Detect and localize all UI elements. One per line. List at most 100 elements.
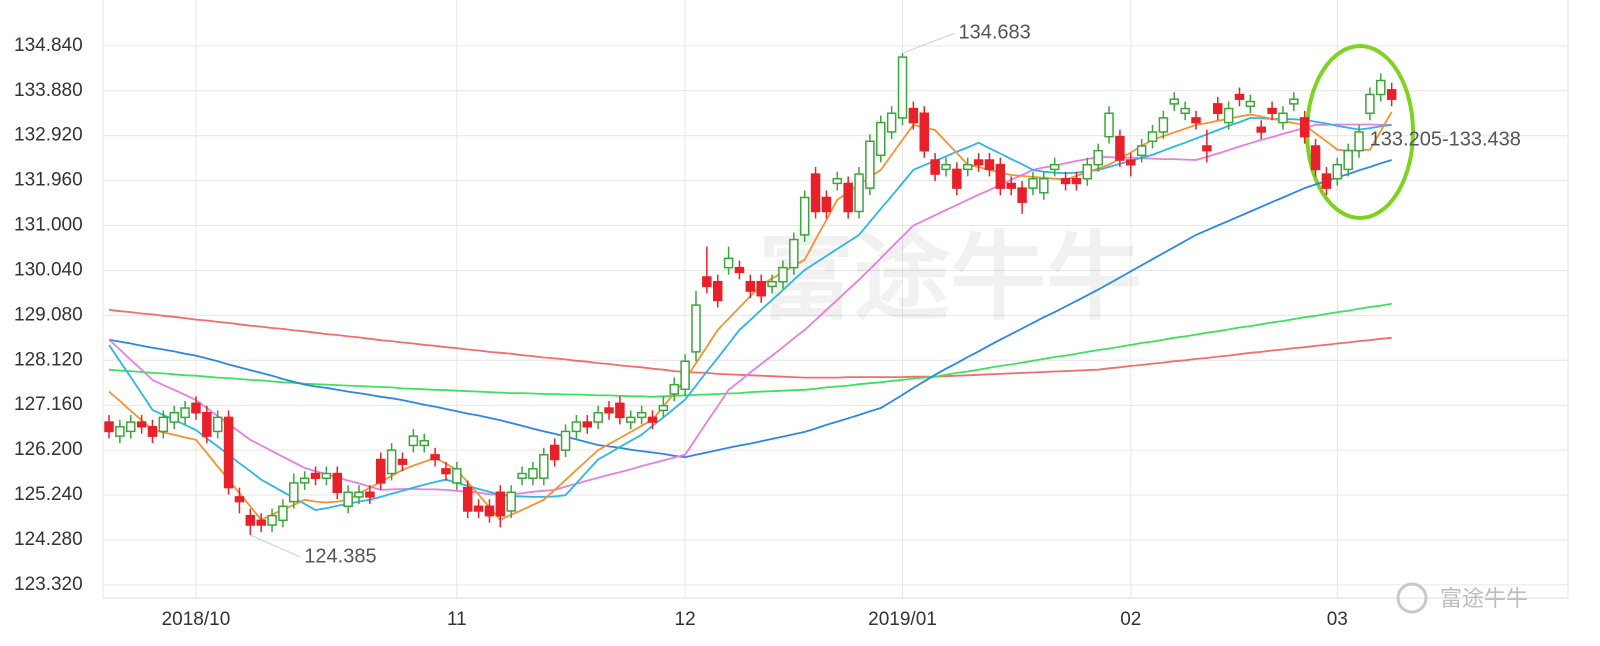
candle-body (647, 416, 658, 423)
candle-body (1060, 177, 1071, 185)
candle-body (1158, 117, 1169, 133)
ma-line (108, 159, 1392, 459)
candle-body (636, 411, 647, 419)
candle-body (1310, 145, 1321, 171)
ma-line (108, 116, 1392, 511)
candle-body (810, 173, 821, 213)
y-tick-label: 134.840 (14, 35, 83, 56)
brand-icon (1396, 582, 1428, 614)
candle-body (571, 421, 582, 433)
candle-body (506, 491, 516, 512)
candle-body (1332, 163, 1343, 180)
candle-body (1191, 117, 1201, 124)
plot (104, 53, 1397, 536)
candle-body (310, 472, 321, 479)
candle-body (691, 304, 701, 353)
candle-body (1136, 145, 1147, 157)
candle-body (1223, 107, 1234, 124)
candle-body (430, 454, 440, 461)
candle-body (843, 182, 853, 213)
y-tick-label: 130.040 (14, 259, 83, 280)
candle-body (299, 477, 310, 484)
candle-body (593, 411, 603, 423)
candle-body (1212, 103, 1223, 114)
candle-body (886, 112, 897, 133)
annotation: 134.683 (959, 21, 1031, 43)
x-tick-label: 12 (675, 609, 696, 630)
candle-body (158, 416, 169, 433)
candle-body (104, 421, 114, 433)
x-tick-label: 2019/01 (868, 609, 937, 630)
ma-line (108, 302, 1392, 398)
candle-body (419, 440, 429, 447)
candle-body (941, 163, 951, 171)
candle-body (376, 458, 386, 484)
candle-body (1006, 182, 1016, 189)
candle-body (365, 491, 375, 498)
candle-body (539, 454, 549, 479)
y-tick-label: 129.080 (14, 304, 83, 325)
candle-body (799, 196, 810, 236)
candle-body (582, 421, 593, 428)
candle-body (854, 173, 864, 213)
y-tick-label: 127.160 (14, 394, 83, 415)
candle-body (995, 163, 1006, 189)
candle-body (962, 163, 973, 171)
candle-body (495, 491, 506, 517)
candle-body (658, 404, 669, 412)
candle-body (136, 421, 147, 428)
candle-body (321, 472, 332, 479)
candle-body (169, 411, 179, 423)
candle-body (789, 238, 799, 269)
candle-body (1071, 177, 1082, 185)
candle-body (615, 402, 625, 419)
candle-body (1028, 177, 1038, 189)
candle-body (115, 425, 125, 437)
y-tick-label: 123.320 (14, 574, 83, 595)
x-tick-label: 11 (447, 609, 467, 630)
candle-body (1202, 145, 1212, 152)
y-tick-label: 125.240 (14, 484, 83, 505)
candle-body (930, 159, 940, 175)
candle-body (484, 505, 495, 517)
candle-body (452, 468, 462, 484)
brand-text: 富途牛牛 (1440, 586, 1528, 611)
annotation-leader (902, 32, 955, 54)
candle-body (549, 444, 560, 461)
candle-body (712, 280, 723, 302)
candle-body (876, 121, 886, 157)
candle-body (180, 407, 190, 419)
candle-body (1376, 79, 1386, 96)
y-tick-label: 132.920 (14, 125, 83, 146)
candle-body (973, 159, 984, 166)
candle-body (1104, 112, 1114, 138)
candle-body (1049, 163, 1060, 171)
candle-body (1082, 163, 1093, 180)
candle-body (821, 196, 832, 213)
candle-body (528, 468, 538, 479)
candle-body (832, 177, 843, 185)
candle-body (734, 266, 745, 274)
candle-body (1147, 131, 1158, 143)
candle-body (397, 458, 408, 465)
candle-body (669, 383, 679, 395)
candle-body (408, 435, 419, 447)
candle-body (354, 491, 364, 498)
y-tick-label: 126.200 (14, 439, 83, 460)
candle-body (1343, 149, 1353, 171)
candle-body (256, 519, 266, 526)
candle-body (289, 482, 299, 503)
candle-body (778, 266, 788, 283)
candle-body (223, 416, 234, 489)
candle-body (343, 491, 353, 508)
y-tick-label: 128.120 (14, 349, 83, 370)
x-tick-label: 02 (1120, 609, 1141, 630)
candle-body (517, 472, 527, 479)
candle-body (332, 472, 343, 494)
candle-body (245, 514, 256, 526)
annotation-leader (250, 534, 301, 558)
candle-body (1115, 135, 1125, 161)
candle-body (1256, 126, 1266, 133)
ma-line (108, 123, 1392, 497)
candle-body (626, 416, 636, 423)
